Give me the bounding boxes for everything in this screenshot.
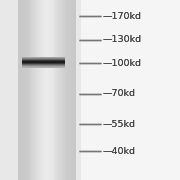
Bar bbox=[64, 0, 65, 180]
Text: —55kd: —55kd bbox=[103, 120, 136, 129]
Bar bbox=[22, 57, 65, 58]
Bar bbox=[48, 0, 49, 180]
Bar bbox=[55, 0, 56, 180]
Bar bbox=[67, 0, 68, 180]
Bar bbox=[56, 0, 57, 180]
Bar bbox=[57, 0, 58, 180]
Bar bbox=[18, 0, 19, 180]
Bar bbox=[49, 0, 50, 180]
Bar bbox=[72, 0, 73, 180]
Bar bbox=[37, 0, 38, 180]
Bar bbox=[22, 62, 65, 63]
Bar bbox=[26, 0, 27, 180]
Bar bbox=[51, 0, 52, 180]
Bar bbox=[22, 63, 65, 64]
Text: —100kd: —100kd bbox=[103, 58, 142, 68]
Bar bbox=[27, 0, 28, 180]
Text: —40kd: —40kd bbox=[103, 147, 136, 156]
Bar bbox=[62, 0, 63, 180]
Text: —130kd: —130kd bbox=[103, 35, 142, 44]
Bar bbox=[42, 0, 43, 180]
Bar bbox=[35, 0, 36, 180]
Bar bbox=[68, 0, 69, 180]
Text: —40kd: —40kd bbox=[103, 147, 136, 156]
Bar bbox=[19, 0, 20, 180]
Bar bbox=[70, 0, 71, 180]
Bar bbox=[22, 60, 65, 61]
Bar bbox=[75, 0, 76, 180]
Bar bbox=[71, 0, 72, 180]
Bar bbox=[29, 0, 30, 180]
Bar bbox=[73, 0, 74, 180]
Bar bbox=[20, 0, 21, 180]
Bar bbox=[52, 0, 53, 180]
Bar bbox=[30, 0, 31, 180]
Bar bbox=[46, 0, 47, 180]
Bar bbox=[31, 0, 32, 180]
Bar bbox=[69, 0, 70, 180]
Bar bbox=[25, 0, 26, 180]
Bar bbox=[34, 0, 35, 180]
Text: —130kd: —130kd bbox=[103, 35, 142, 44]
Bar bbox=[44, 0, 45, 180]
Text: —70kd: —70kd bbox=[103, 89, 136, 98]
Bar bbox=[59, 0, 60, 180]
Text: —70kd: —70kd bbox=[103, 89, 136, 98]
Text: —170kd: —170kd bbox=[103, 12, 142, 21]
Bar bbox=[0, 0, 81, 180]
Bar bbox=[43, 0, 44, 180]
Text: —170kd: —170kd bbox=[103, 12, 142, 21]
Bar bbox=[22, 67, 65, 68]
Bar bbox=[32, 0, 33, 180]
Bar bbox=[22, 59, 65, 60]
Bar bbox=[22, 65, 65, 66]
Bar bbox=[58, 0, 59, 180]
Bar bbox=[22, 66, 65, 67]
Bar bbox=[61, 0, 62, 180]
Bar bbox=[38, 0, 39, 180]
Bar bbox=[65, 0, 66, 180]
Bar bbox=[45, 0, 46, 180]
Bar bbox=[22, 58, 65, 59]
Text: —55kd: —55kd bbox=[103, 120, 136, 129]
Bar bbox=[24, 0, 25, 180]
Bar bbox=[74, 0, 75, 180]
Bar bbox=[66, 0, 67, 180]
Bar bbox=[39, 0, 40, 180]
Bar bbox=[28, 0, 29, 180]
Bar bbox=[60, 0, 61, 180]
Text: —100kd: —100kd bbox=[103, 58, 142, 68]
Bar bbox=[81, 0, 180, 180]
Bar bbox=[63, 0, 64, 180]
Bar bbox=[21, 0, 22, 180]
Bar bbox=[22, 61, 65, 62]
Bar bbox=[33, 0, 34, 180]
Bar bbox=[36, 0, 37, 180]
Bar bbox=[22, 64, 65, 65]
Bar bbox=[53, 0, 55, 180]
Bar bbox=[22, 0, 23, 180]
Bar bbox=[50, 0, 51, 180]
Bar bbox=[47, 0, 48, 180]
Bar bbox=[23, 0, 24, 180]
Bar bbox=[41, 0, 42, 180]
Bar bbox=[40, 0, 41, 180]
